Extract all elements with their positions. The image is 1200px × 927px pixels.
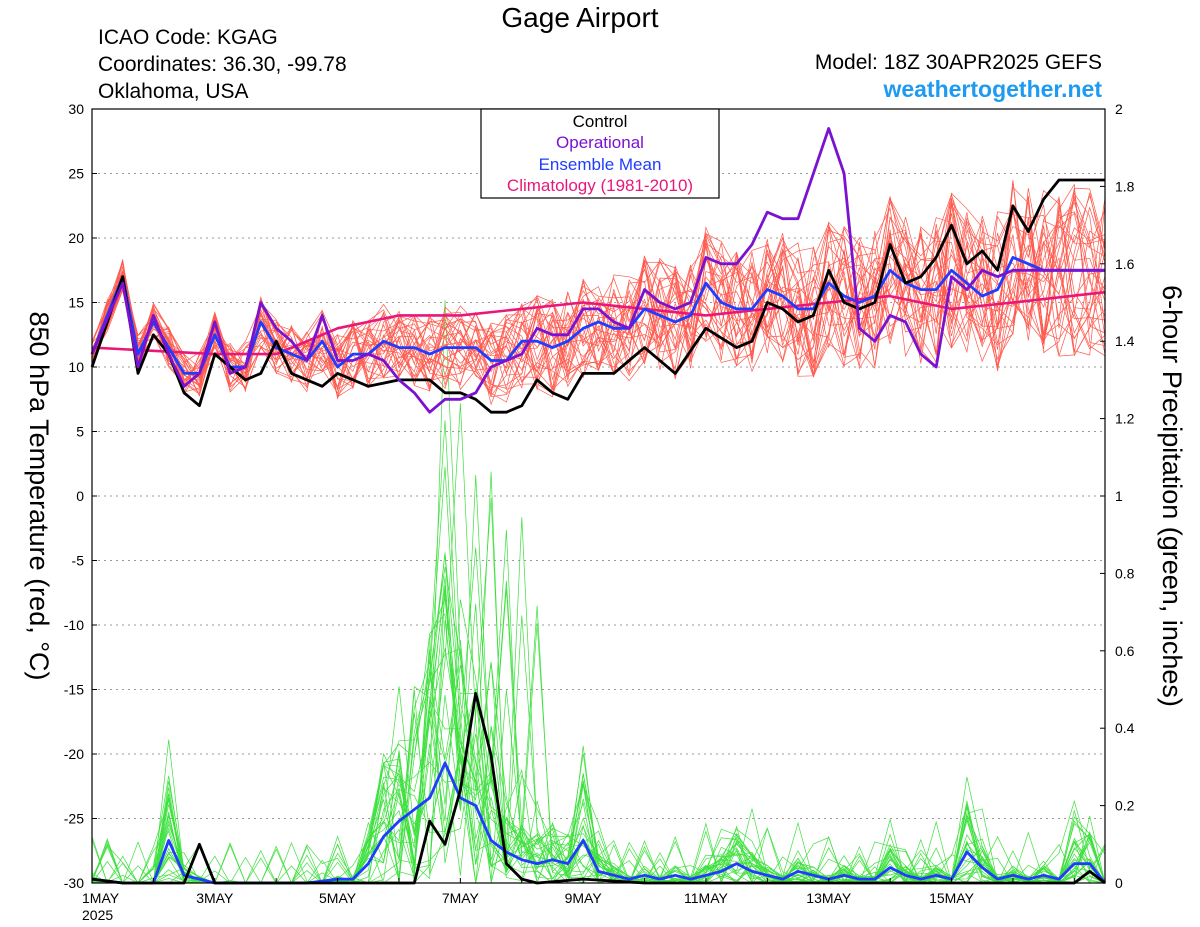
model-run-label: Model: 18Z 30APR2025 GEFS	[814, 51, 1102, 74]
y2-tick-label: 1	[1115, 488, 1123, 504]
y-axis-label: 850 hPa Temperature (red, °C)	[24, 312, 54, 681]
temp-member-line	[91, 203, 1106, 391]
precip-member-line	[91, 474, 1106, 884]
y2-tick-label: 2	[1115, 101, 1123, 117]
precip-member-line	[91, 615, 1106, 884]
temp-member-line	[91, 207, 1106, 396]
y-tick-label: -15	[64, 682, 84, 698]
precip-member-line	[91, 552, 1106, 884]
x-tick-label: 13MAY	[806, 890, 852, 906]
axis-ticks: 302520151050-5-10-15-20-25-3021.81.61.41…	[64, 101, 1135, 923]
precip-member-line	[91, 585, 1106, 884]
x-tick-label: 11MAY	[684, 890, 728, 906]
y-tick-label: 30	[68, 101, 84, 117]
y-tick-label: 10	[68, 359, 84, 375]
y-tick-label: 0	[76, 488, 84, 504]
legend-box	[480, 108, 720, 199]
y-tick-label: -5	[72, 553, 85, 569]
y-tick-label: 5	[76, 424, 84, 440]
y2-tick-label: 1.8	[1115, 178, 1135, 194]
precip-member-line	[91, 471, 1106, 884]
x-tick-label: 3MAY	[196, 890, 234, 906]
coordinates-label: Coordinates: 36.30, -99.78	[98, 53, 347, 76]
x-tick-label: 1MAY	[82, 890, 120, 906]
legend-control: Control	[573, 112, 628, 131]
precip-member-line	[92, 585, 1106, 884]
y-tick-label: 25	[68, 166, 84, 182]
icao-code-label: ICAO Code: KGAG	[98, 26, 278, 49]
precip-member-line	[91, 623, 1106, 884]
precip-member-line	[91, 529, 1106, 884]
precip-member-line	[91, 553, 1106, 884]
x-tick-label: 15MAY	[929, 890, 975, 906]
y-tick-label: -20	[64, 746, 84, 762]
precip-member-line	[91, 612, 1106, 884]
y-tick-label: -25	[64, 811, 84, 827]
precip-member-line	[91, 466, 1106, 884]
temp-member-line	[91, 195, 1106, 385]
y2-tick-label: 1.6	[1115, 256, 1135, 272]
mean-temp-line	[90, 255, 1105, 375]
precip-member-line	[91, 547, 1106, 884]
y2-tick-label: 0.8	[1115, 565, 1135, 581]
legend-operational: Operational	[556, 133, 644, 152]
precip-member-line	[91, 567, 1106, 885]
precip-member-line	[91, 420, 1106, 885]
y-tick-label: 15	[68, 295, 84, 311]
precip-member-line	[91, 588, 1106, 884]
control-temp-line	[90, 178, 1105, 414]
temp-member-lines	[91, 180, 1106, 406]
x-tick-label: 7MAY	[442, 890, 480, 906]
chart-title: Gage Airport	[501, 2, 659, 33]
precip-member-line	[91, 403, 1106, 885]
x-tick-sublabel: 2025	[82, 907, 113, 923]
precip-member-line	[92, 580, 1106, 884]
y2-tick-label: 1.2	[1115, 411, 1135, 427]
x-tick-label: 5MAY	[319, 890, 357, 906]
temp-member-line	[91, 203, 1106, 394]
y2-tick-label: 0.4	[1115, 720, 1135, 736]
main-series-lines	[90, 126, 1107, 885]
legend-climatology: Climatology (1981-2010)	[507, 176, 693, 195]
location-label: Oklahoma, USA	[98, 80, 249, 103]
y2-tick-label: 0.6	[1115, 643, 1135, 659]
legend-ensemble-mean: Ensemble Mean	[539, 155, 662, 174]
temp-member-line	[91, 210, 1106, 394]
legend: Control Operational Ensemble Mean Climat…	[480, 108, 720, 199]
climatology-temp-line	[91, 290, 1106, 356]
precip-member-line	[92, 620, 1106, 884]
temp-member-line	[91, 213, 1106, 406]
precip-member-line	[91, 686, 1106, 885]
y2-tick-label: 0.2	[1115, 798, 1135, 814]
y-tick-label: 20	[68, 230, 84, 246]
y-tick-label: -30	[64, 875, 84, 891]
y-tick-label: -10	[64, 617, 84, 633]
x-tick-label: 9MAY	[565, 890, 603, 906]
temp-member-line	[91, 180, 1106, 390]
operational-temp-line	[90, 126, 1105, 414]
y2-axis-label: 6-hour Precipitation (green, inches)	[1157, 285, 1187, 707]
site-link[interactable]: weathertogether.net	[883, 76, 1102, 102]
y2-tick-label: 0	[1115, 875, 1123, 891]
precip-member-line	[92, 497, 1106, 884]
y2-tick-label: 1.4	[1115, 333, 1135, 349]
